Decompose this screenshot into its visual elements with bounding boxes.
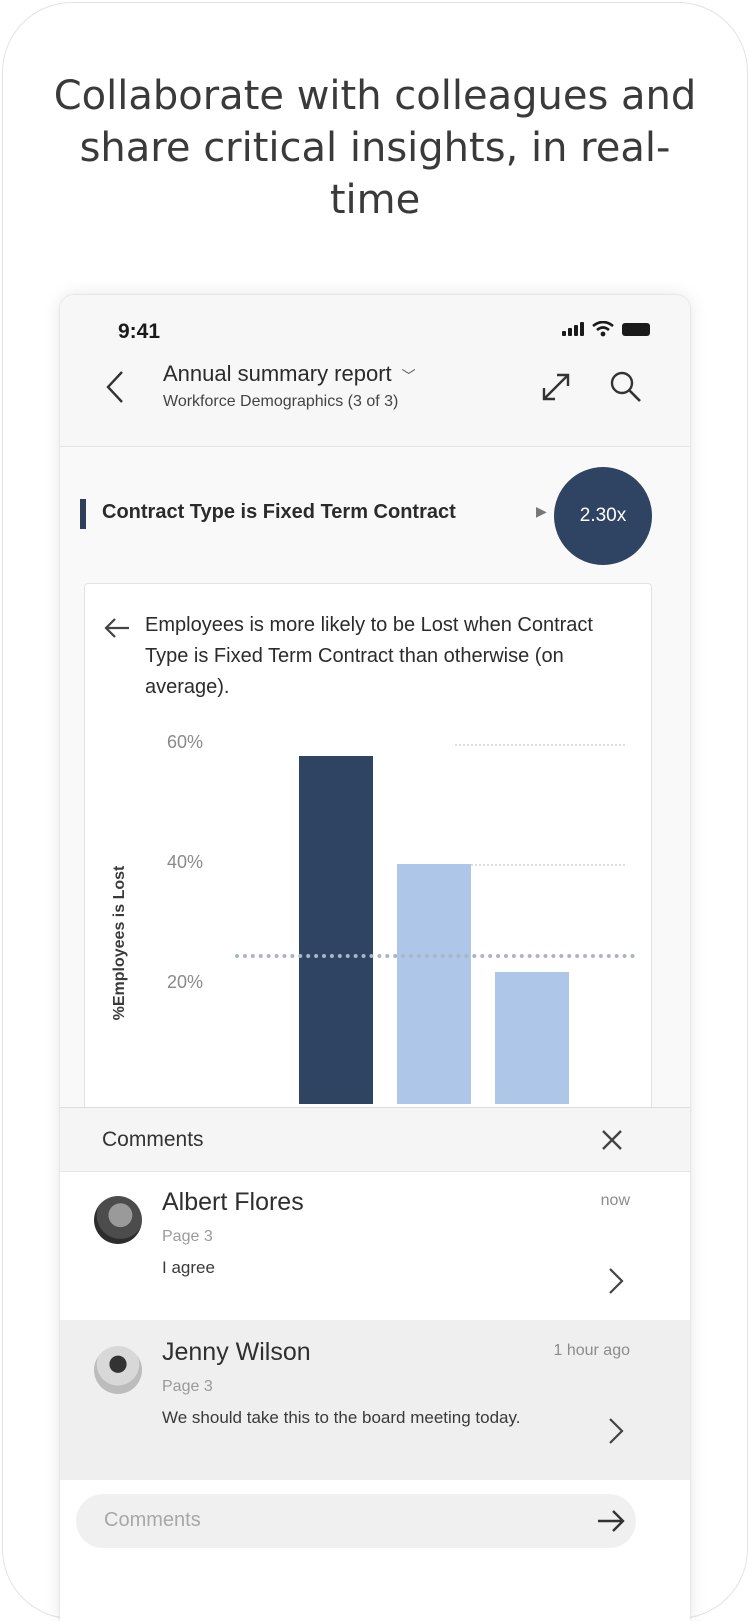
comment-page-ref: Page 3 — [162, 1378, 213, 1395]
expand-icon — [542, 373, 570, 401]
avatar — [94, 1196, 142, 1244]
comment-page-ref: Page 3 — [162, 1228, 213, 1245]
y-axis-label: %Employees is Lost — [111, 865, 128, 1021]
chevron-left-icon — [106, 371, 123, 403]
bar-comparison-1 — [397, 864, 471, 1104]
report-subtitle: Workforce Demographics (3 of 3) — [163, 393, 399, 410]
close-icon — [602, 1130, 622, 1150]
avatar — [94, 1346, 142, 1394]
grid-line — [455, 744, 625, 746]
status-time: 9:41 — [118, 320, 161, 343]
chevron-down-icon: ﹀ — [401, 368, 416, 384]
comment-author: Albert Flores — [162, 1188, 304, 1216]
comments-header: Comments — [60, 1108, 690, 1172]
comment-time: now — [600, 1192, 630, 1209]
y-tick-60: 60% — [167, 732, 204, 752]
insight-title: Contract Type is Fixed Term Contract — [102, 501, 456, 523]
report-page: Contract Type is Fixed Term Contract ▶ 2… — [60, 447, 690, 1143]
comment-item[interactable]: Jenny Wilson 1 hour ago Page 3 We should… — [60, 1320, 690, 1480]
expand-button[interactable] — [538, 369, 574, 405]
search-button[interactable] — [608, 369, 644, 405]
signal-icon — [562, 322, 584, 336]
battery-icon — [622, 322, 650, 336]
comments-panel: Comments Albert Flores now Page 3 I agre… — [60, 1107, 690, 1621]
play-icon[interactable]: ▶ — [536, 503, 547, 519]
send-comment-button[interactable] — [596, 1508, 626, 1534]
search-icon — [610, 371, 641, 402]
promo-headline: Collaborate with colleagues and share cr… — [53, 73, 697, 223]
insight-description: Employees is more likely to be Lost when… — [145, 614, 593, 698]
arrow-left-icon — [104, 618, 129, 638]
back-button[interactable] — [98, 367, 132, 407]
app-header: 9:41 Annual summary report ﹀ Workforce De… — [60, 295, 690, 447]
insight-back-button[interactable] — [103, 616, 131, 640]
comment-input-placeholder: Comments — [104, 1509, 201, 1531]
status-icons — [562, 321, 650, 337]
comment-item[interactable]: Albert Flores now Page 3 I agree — [60, 1172, 690, 1320]
comments-title: Comments — [102, 1128, 204, 1151]
phone-screen: 9:41 Annual summary report ﹀ Workforce De… — [60, 295, 690, 1621]
y-tick-40: 40% — [167, 852, 204, 872]
bar-chart: %Employees is Lost 60% 40% 20% — [85, 724, 653, 1144]
report-title-label: Annual summary report — [163, 361, 392, 386]
arrow-right-icon — [598, 1510, 625, 1532]
wifi-icon — [592, 321, 614, 337]
insight-accent-bar — [80, 499, 86, 529]
chart-plot-area — [235, 744, 635, 1104]
bar-comparison-2 — [495, 972, 569, 1104]
y-tick-20: 20% — [167, 972, 204, 992]
speed-badge[interactable]: 2.30x — [554, 467, 652, 565]
average-line — [235, 954, 635, 958]
comment-time: 1 hour ago — [553, 1342, 630, 1359]
chevron-right-icon — [609, 1418, 624, 1444]
grid-line — [455, 864, 625, 866]
comment-text: I agree — [162, 1258, 215, 1277]
comment-input[interactable]: Comments — [76, 1494, 636, 1548]
report-title[interactable]: Annual summary report ﹀ — [163, 361, 416, 387]
close-comments-button[interactable] — [596, 1124, 628, 1156]
bar-fixed-term — [299, 756, 373, 1104]
insight-card: Employees is more likely to be Lost when… — [84, 583, 652, 1143]
comment-text: We should take this to the board meeting… — [162, 1408, 521, 1427]
chevron-right-icon — [609, 1268, 624, 1294]
comment-author: Jenny Wilson — [162, 1338, 311, 1366]
